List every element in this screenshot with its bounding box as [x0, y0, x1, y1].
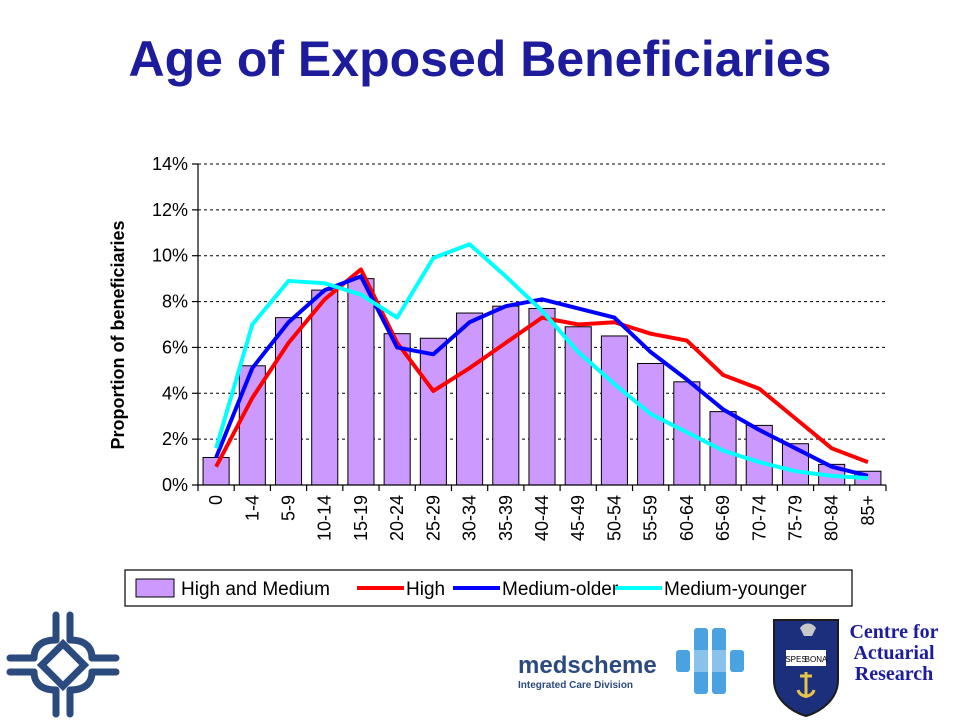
bar — [564, 326, 592, 486]
bar — [492, 305, 520, 486]
x-tick-label: 85+ — [858, 495, 878, 526]
y-tick-label: 0% — [162, 475, 188, 495]
bar-series — [202, 278, 882, 486]
crest-motto-right: BONA — [805, 655, 828, 664]
x-tick-label: 15-19 — [351, 495, 371, 541]
x-tick-label: 5-9 — [279, 495, 299, 521]
axes — [192, 163, 887, 491]
y-tick-label: 8% — [162, 292, 188, 312]
x-tick-label: 55-59 — [641, 495, 661, 541]
bar — [637, 362, 665, 486]
x-tick-label: 0 — [206, 495, 226, 505]
x-tick-label: 25-29 — [423, 495, 443, 541]
line-series — [214, 242, 869, 481]
x-tick-labels: 0 1-4 5-9 10-14 15-19 20-24 25-29 30-34 35-39 40-… — [206, 495, 878, 541]
y-tick-label: 14% — [152, 154, 188, 174]
x-tick-label: 20-24 — [387, 495, 407, 541]
x-tick-label: 1-4 — [242, 495, 262, 521]
crest-motto-left: SPES — [785, 655, 806, 664]
bar — [311, 289, 339, 486]
series-line — [214, 242, 869, 481]
x-tick-label: 10-14 — [315, 495, 335, 541]
x-tick-label: 70-74 — [749, 495, 769, 541]
bar — [528, 307, 556, 486]
x-tick-label: 30-34 — [460, 495, 480, 541]
legend-swatch — [135, 578, 175, 598]
series-line — [214, 267, 869, 468]
x-tick-label: 45-49 — [568, 495, 588, 541]
bar — [456, 312, 484, 486]
car-line-2: Actuarial — [853, 642, 935, 664]
interlocking-cross-icon — [6, 611, 120, 718]
medscheme-mark-icon — [676, 628, 744, 694]
y-tick-label: 4% — [162, 383, 188, 403]
legend-label: High and Medium — [181, 579, 330, 600]
bar — [709, 411, 737, 486]
bar — [600, 335, 628, 486]
bar — [347, 278, 375, 486]
y-tick-label: 6% — [162, 337, 188, 357]
x-tick-label: 50-54 — [604, 495, 624, 541]
legend-label: High — [406, 579, 445, 600]
x-tick-label: 35-39 — [496, 495, 516, 541]
y-tick-label: 10% — [152, 246, 188, 266]
x-tick-label: 40-44 — [532, 495, 552, 541]
page-title: Age of Exposed Beneficiaries — [128, 31, 832, 87]
series-line — [214, 274, 869, 478]
legend-label: Medium-younger — [664, 579, 807, 600]
legend-label: Medium-older — [502, 579, 619, 600]
legend: High and Medium High Medium-older Medium-yo… — [124, 569, 853, 607]
car-line-3: Research — [854, 663, 934, 685]
medscheme-tagline: Integrated Care Division — [518, 680, 634, 691]
car-line-1: Centre for — [849, 621, 939, 643]
x-tick-label: 75-79 — [785, 495, 805, 541]
y-tick-label: 2% — [162, 429, 188, 449]
y-tick-labels: 0% 2% 4% 6% 8% 10% 12% 14% — [152, 154, 188, 495]
y-axis-label: Proportion of beneficiaries — [108, 220, 128, 449]
y-tick-label: 12% — [152, 200, 188, 220]
centre-actuarial-research-text: Centre for Actuarial Research — [840, 622, 948, 685]
x-tick-label: 65-69 — [713, 495, 733, 541]
university-crest-icon: SPES BONA — [773, 619, 839, 718]
bar — [202, 456, 230, 486]
x-tick-label: 60-64 — [677, 495, 697, 541]
x-tick-label: 80-84 — [822, 495, 842, 541]
bar — [419, 337, 447, 486]
medscheme-logo-text: medscheme — [518, 652, 657, 679]
